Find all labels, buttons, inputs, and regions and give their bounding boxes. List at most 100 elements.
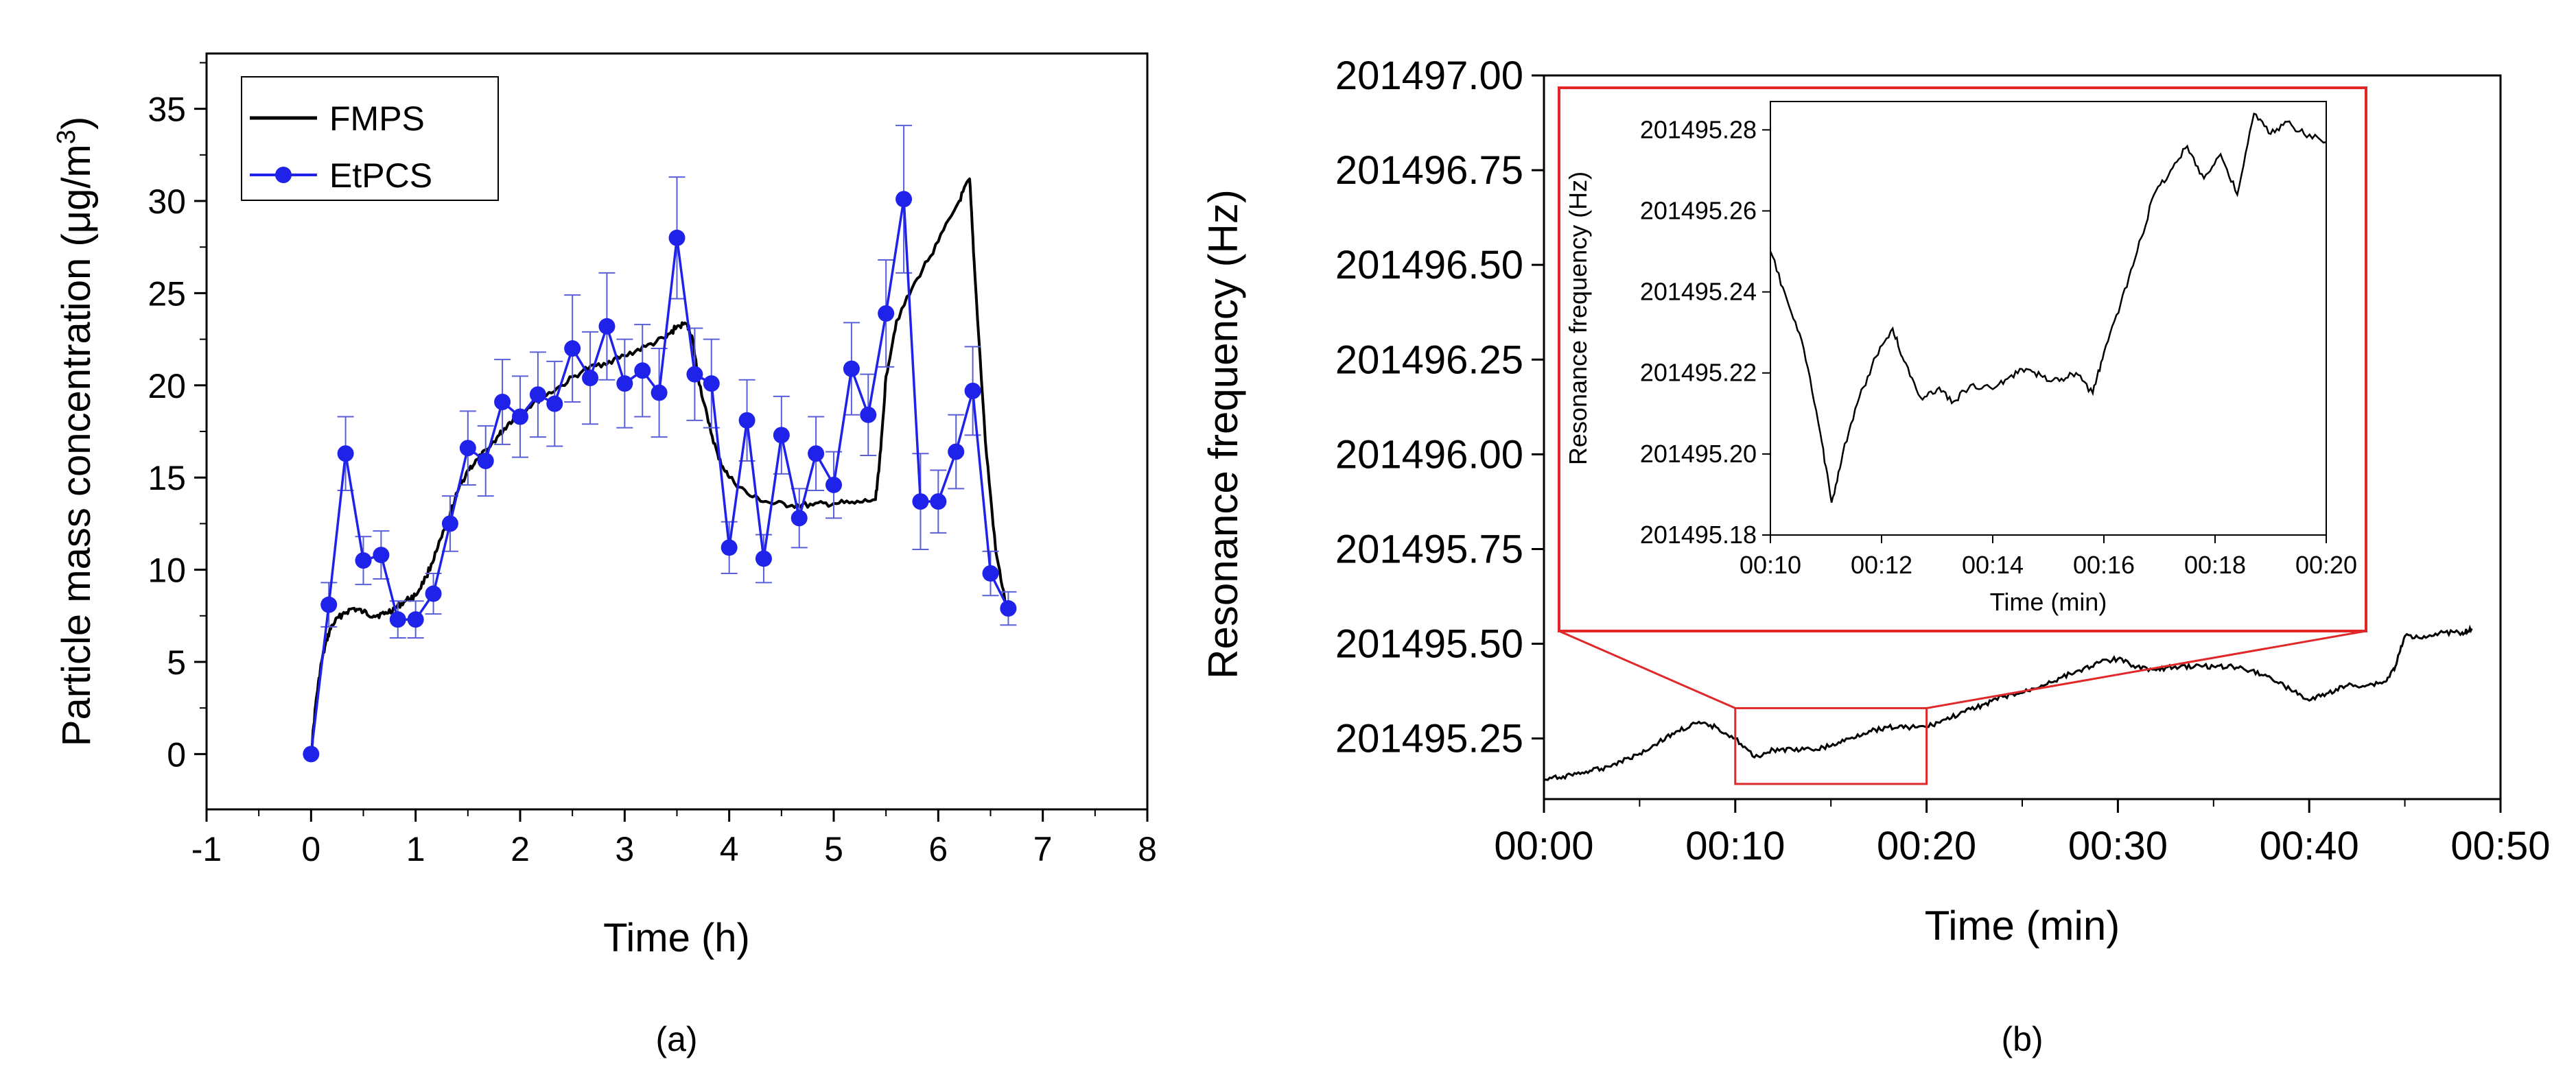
- panel-b-zoom-region: [1558, 630, 2367, 785]
- etpcs-data-point: [582, 370, 599, 387]
- panel-a-series: [303, 124, 1017, 763]
- etpcs-data-point: [843, 360, 860, 377]
- y-tick-label: 201495.75: [1335, 527, 1523, 571]
- y-tick-label: 201496.75: [1335, 148, 1523, 193]
- etpcs-series-line: [309, 199, 1009, 755]
- panel-a-x-axis-title: Time (h): [603, 916, 750, 960]
- etpcs-data-point: [616, 375, 633, 392]
- etpcs-data-point: [721, 539, 738, 556]
- x-tick-label: 00:00: [1494, 824, 1593, 868]
- etpcs-data-point: [529, 386, 546, 403]
- etpcs-data-point: [860, 406, 877, 423]
- etpcs-data-point: [912, 493, 929, 510]
- x-tick-label: 5: [824, 830, 843, 868]
- etpcs-data-point: [982, 565, 999, 582]
- resonance-series-line: [1543, 624, 2473, 781]
- zoom-region-box: [1734, 706, 1928, 785]
- inset-y-tick-label: 201495.22: [1640, 359, 1757, 387]
- etpcs-data-point: [337, 445, 354, 462]
- panel-b-x-axis-title: Time (min): [1925, 903, 2120, 949]
- x-tick-label: 2: [511, 830, 530, 868]
- y-tick-label: 30: [148, 182, 186, 221]
- inset-x-tick-label: 00:12: [1851, 551, 1912, 579]
- inset-y-tick-label: 201495.20: [1640, 440, 1757, 468]
- panel-a-axes: -1 0 1 2 3 4 5 6 7 8 0 5 10 15 20 25 30 35: [148, 62, 1157, 868]
- panel-a-legend: FMPS EtPCS: [241, 76, 499, 201]
- x-tick-label: 00:20: [1877, 824, 1976, 868]
- etpcs-data-point: [930, 493, 947, 510]
- etpcs-data-point: [738, 412, 756, 429]
- panel-b-caption: (b): [2001, 1020, 2043, 1058]
- inset-y-tick-label: 201495.26: [1640, 196, 1757, 224]
- etpcs-data-point: [407, 611, 424, 628]
- panel-a: -1 0 1 2 3 4 5 6 7 8 0 5 10 15 20 25 30 35 FMPS EtPCS Tim…: [52, 52, 1157, 1058]
- x-tick-label: 0: [301, 830, 320, 868]
- legend-etpcs-marker: [275, 167, 292, 183]
- y-tick-label: 201496.00: [1335, 432, 1523, 477]
- inset-y-tick-label: 201495.18: [1640, 521, 1757, 549]
- inset-y-tick-label: 201495.24: [1640, 278, 1757, 306]
- etpcs-data-point: [634, 362, 651, 379]
- etpcs-data-point: [303, 746, 320, 763]
- y-tick-label: 25: [148, 274, 186, 313]
- x-tick-label: 8: [1138, 830, 1157, 868]
- etpcs-data-point: [441, 515, 458, 532]
- y-tick-label: 35: [148, 91, 186, 129]
- y-tick-label: 201497.00: [1335, 54, 1523, 98]
- x-tick-label: 3: [615, 830, 634, 868]
- x-tick-label: 00:30: [2068, 824, 2168, 868]
- x-tick-label: -1: [191, 830, 222, 868]
- y-tick-label: 15: [148, 459, 186, 497]
- panel-b-axes: 00:00 00:10 00:20 00:30 00:40 00:50 201495.25 2…: [1335, 54, 2551, 868]
- etpcs-data-point: [373, 547, 390, 564]
- etpcs-data-point: [598, 318, 616, 335]
- panel-a-y-axis-title: Particle mass concentration (μg/m3): [52, 117, 99, 746]
- y-tick-label: 0: [167, 735, 186, 774]
- etpcs-data-point: [564, 340, 581, 357]
- y-tick-label: 201495.25: [1335, 717, 1523, 761]
- x-tick-label: 00:40: [2260, 824, 2359, 868]
- etpcs-data-point: [477, 453, 494, 470]
- inset-frame: [1558, 86, 2367, 632]
- y-tick-label: 20: [148, 367, 186, 405]
- inset-plot-frame: [1770, 101, 2327, 536]
- x-tick-label: 4: [720, 830, 739, 868]
- etpcs-data-point: [808, 445, 825, 462]
- panel-b-inset: 00:10 00:12 00:14 00:16 00:18 00:20 201495.18 2…: [1558, 86, 2367, 632]
- etpcs-data-point: [703, 375, 720, 392]
- y-tick-label: 201495.50: [1335, 622, 1523, 667]
- inset-y-tick-label: 201495.28: [1640, 115, 1757, 143]
- etpcs-data-point: [826, 476, 842, 493]
- etpcs-data-point: [791, 510, 808, 527]
- zoom-connector-line: [1558, 630, 1736, 709]
- y-tick-label: 10: [148, 551, 186, 590]
- etpcs-data-point: [546, 395, 563, 412]
- panel-a-caption: (a): [655, 1020, 697, 1058]
- etpcs-data-point: [878, 305, 895, 322]
- etpcs-data-point: [425, 585, 442, 602]
- etpcs-data-point: [773, 427, 790, 444]
- panel-b-series: [1543, 624, 2473, 781]
- etpcs-data-point: [755, 550, 772, 567]
- x-tick-label: 1: [406, 830, 425, 868]
- etpcs-data-point: [651, 384, 668, 401]
- x-tick-label: 7: [1033, 830, 1053, 868]
- etpcs-data-point: [320, 596, 338, 613]
- x-tick-label: 00:50: [2450, 824, 2550, 868]
- x-tick-label: 6: [928, 830, 948, 868]
- fmps-series-line: [309, 177, 1008, 755]
- etpcs-data-point: [355, 552, 372, 569]
- inset-x-tick-label: 00:18: [2184, 551, 2246, 579]
- etpcs-data-point: [389, 611, 406, 628]
- x-tick-label: 00:10: [1685, 824, 1785, 868]
- inset-x-axis-title: Time (min): [1990, 588, 2107, 616]
- zoom-connector-line: [1926, 630, 2367, 709]
- etpcs-data-point: [512, 408, 528, 425]
- y-tick-label: 201496.25: [1335, 337, 1523, 382]
- y-tick-label: 201496.50: [1335, 243, 1523, 287]
- legend-etpcs-label: EtPCS: [329, 156, 432, 195]
- inset-x-tick-label: 00:14: [1962, 551, 2024, 579]
- inset-x-tick-label: 00:10: [1740, 551, 1801, 579]
- etpcs-data-point: [1000, 600, 1017, 617]
